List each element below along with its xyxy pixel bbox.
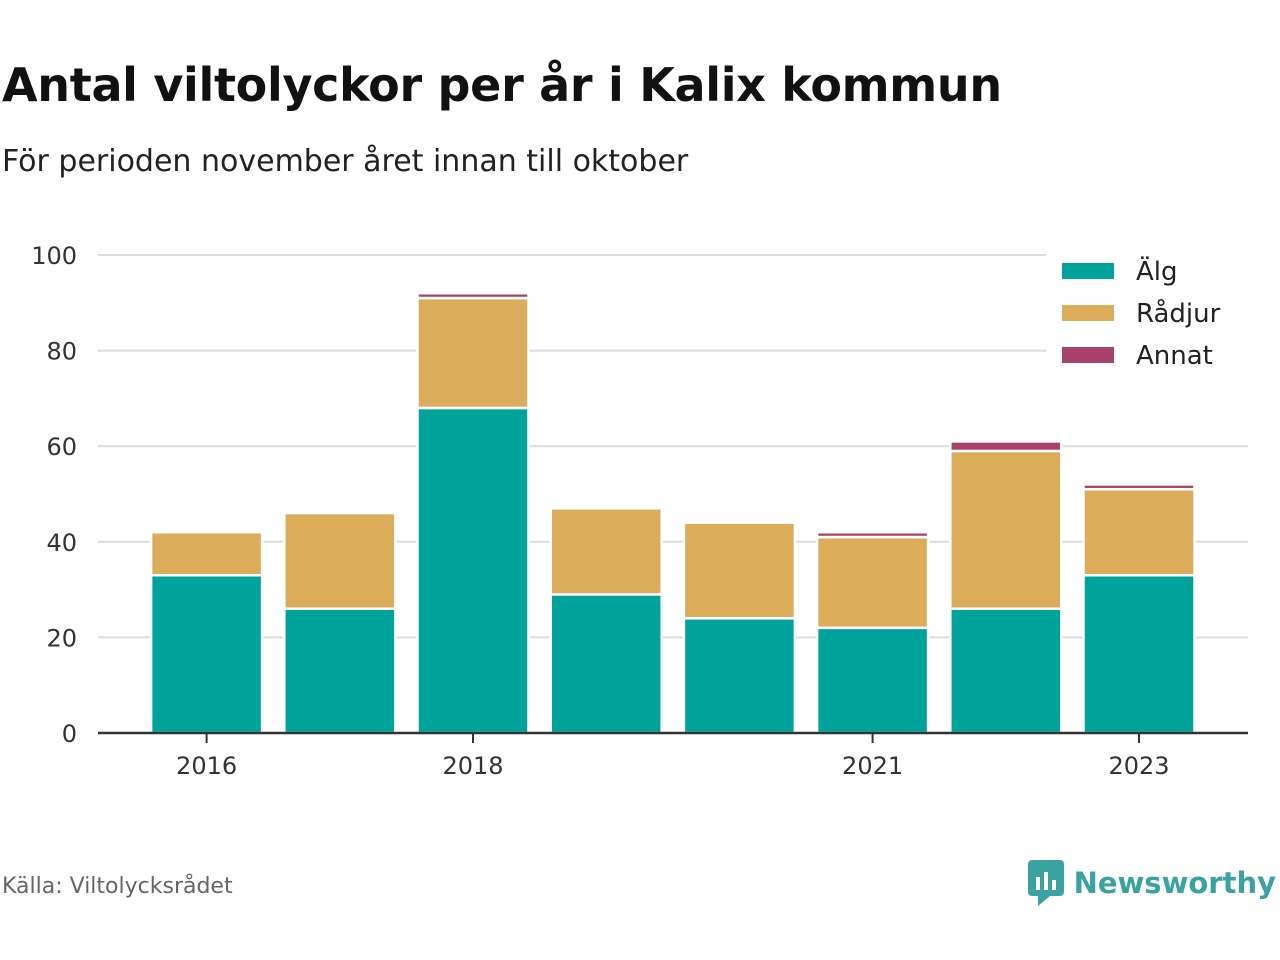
y-axis-tick-labels: 0 20 40 60 80 100 — [31, 242, 77, 748]
bar-segment-rådjur — [815, 535, 930, 630]
legend-label: Rådjur — [1136, 298, 1221, 329]
y-tick-label: 60 — [46, 433, 77, 461]
chart-title: Antal viltolyckor per år i Kalix kommun — [2, 58, 1002, 112]
x-axis-ticks: 2016 2018 2021 2023 — [176, 733, 1170, 780]
bar-segment-älg — [549, 593, 663, 735]
bar-segment-annat — [815, 530, 930, 539]
brand-logo: Newsworthy — [1027, 860, 1276, 906]
bar-segment-rådjur — [949, 449, 1063, 610]
bars — [149, 291, 1196, 735]
source-note: Källa: Viltolycksrådet — [2, 874, 233, 899]
bar-segment-annat — [949, 440, 1063, 453]
y-tick-label: 80 — [46, 338, 77, 366]
brand-name: Newsworthy — [1073, 866, 1276, 900]
bar-segment-annat — [416, 291, 530, 300]
bar-segment-rådjur — [149, 530, 264, 577]
x-tick-label: 2021 — [842, 752, 903, 780]
chart-subtitle: För perioden november året innan till ok… — [2, 144, 689, 179]
stacked-bar-chart: 0 20 40 60 80 100 2016 2018 2021 2023 Älg Rådjur A… — [31, 242, 1250, 780]
x-tick-label: 2016 — [176, 752, 237, 780]
y-tick-label: 40 — [46, 529, 77, 557]
x-tick-label: 2023 — [1108, 752, 1169, 780]
bar-segment-rådjur — [549, 507, 663, 596]
bar-segment-älg — [682, 617, 797, 735]
bar-segment-rådjur — [283, 511, 397, 610]
legend-swatch-älg — [1062, 263, 1114, 279]
bar-segment-älg — [815, 626, 930, 735]
bar-segment-älg — [949, 607, 1063, 735]
bar-segment-älg — [1082, 574, 1196, 735]
bar-segment-älg — [283, 607, 397, 735]
y-tick-label: 0 — [62, 720, 77, 748]
y-tick-label: 20 — [46, 624, 77, 652]
bar-segment-älg — [416, 406, 530, 735]
bar-segment-annat — [1082, 483, 1196, 491]
bar-segment-älg — [149, 574, 264, 735]
legend-label: Älg — [1136, 255, 1178, 287]
y-tick-label: 100 — [31, 242, 77, 270]
bar-segment-rådjur — [682, 521, 797, 620]
legend-label: Annat — [1136, 341, 1213, 371]
x-tick-label: 2018 — [442, 752, 503, 780]
newsworthy-logo-icon — [1027, 860, 1064, 906]
bar-segment-rådjur — [1082, 487, 1196, 577]
legend-swatch-annat — [1062, 347, 1114, 363]
bar-segment-rådjur — [416, 296, 530, 410]
legend-swatch-rådjur — [1062, 305, 1114, 321]
legend: Älg Rådjur Annat — [1046, 250, 1250, 380]
